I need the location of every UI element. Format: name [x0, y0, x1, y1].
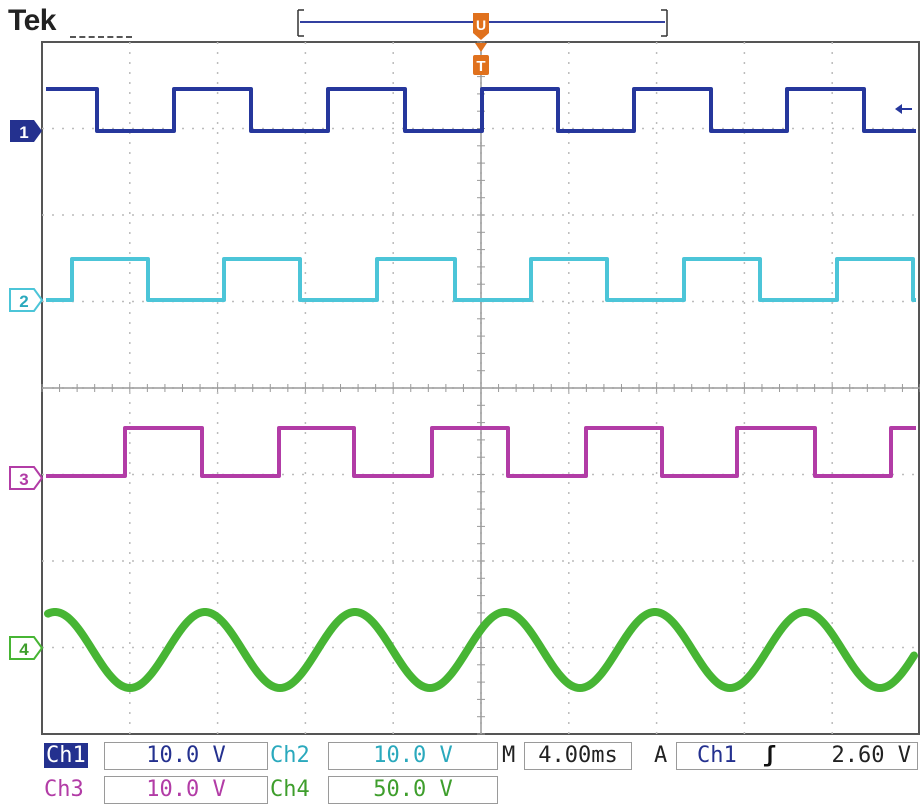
channel-4-trace: [44, 608, 918, 693]
ch3-scale-value: 10.0 V: [104, 776, 268, 804]
channel-3-marker[interactable]: 3: [9, 466, 44, 490]
ch1-scale-value: 10.0 V: [104, 742, 268, 770]
channel-3-marker-label: 3: [19, 470, 28, 489]
ch4-scale-value: 50.0 V: [328, 776, 498, 804]
channel-4-marker-label: 4: [19, 640, 29, 659]
channel-1-marker-label: 1: [19, 123, 28, 142]
brand-logo: Tek: [8, 4, 56, 37]
channel-3-trace: [46, 426, 916, 478]
channel-2-marker[interactable]: 2: [9, 288, 44, 312]
ch2-scale-value: 10.0 V: [328, 742, 498, 770]
trigger-mode-label: A: [654, 743, 668, 768]
trigger-slope-icon: ʃ: [763, 743, 777, 768]
channel-1-trace: [46, 87, 916, 133]
ch1-scale-label[interactable]: Ch1: [44, 742, 88, 770]
trigger-source: Ch1: [697, 743, 737, 768]
waveform-traces: [44, 87, 918, 693]
trigger-readout[interactable]: Ch1 ʃ 2.60 V: [676, 742, 918, 770]
trigger-top-marker-label: U: [476, 17, 486, 33]
readout-panel: Ch1 10.0 V Ch2 10.0 V M 4.00ms A Ch1 ʃ 2…: [0, 742, 920, 810]
trigger-position-marker[interactable]: U: [473, 13, 489, 40]
waveform-screen: U T 1 2 3 4: [9, 9, 920, 735]
timebase-value[interactable]: 4.00ms: [524, 742, 632, 770]
ch4-label[interactable]: Ch4: [270, 777, 310, 802]
ch1-label[interactable]: Ch1: [44, 743, 88, 768]
trigger-level-arrow[interactable]: [895, 104, 912, 114]
channel-2-marker-label: 2: [19, 292, 28, 311]
trigger-time-marker[interactable]: T: [473, 43, 489, 75]
channel-4-marker[interactable]: 4: [9, 636, 44, 660]
trigger-mid-marker-label: T: [476, 58, 485, 75]
channel-2-trace: [46, 257, 916, 302]
trigger-level: 2.60 V: [831, 743, 911, 768]
ch3-label[interactable]: Ch3: [44, 777, 84, 802]
ch2-label[interactable]: Ch2: [270, 743, 310, 768]
channel-1-marker[interactable]: 1: [10, 120, 42, 142]
timebase-label: M: [502, 743, 516, 768]
acquisition-status-indicator: [70, 34, 132, 38]
